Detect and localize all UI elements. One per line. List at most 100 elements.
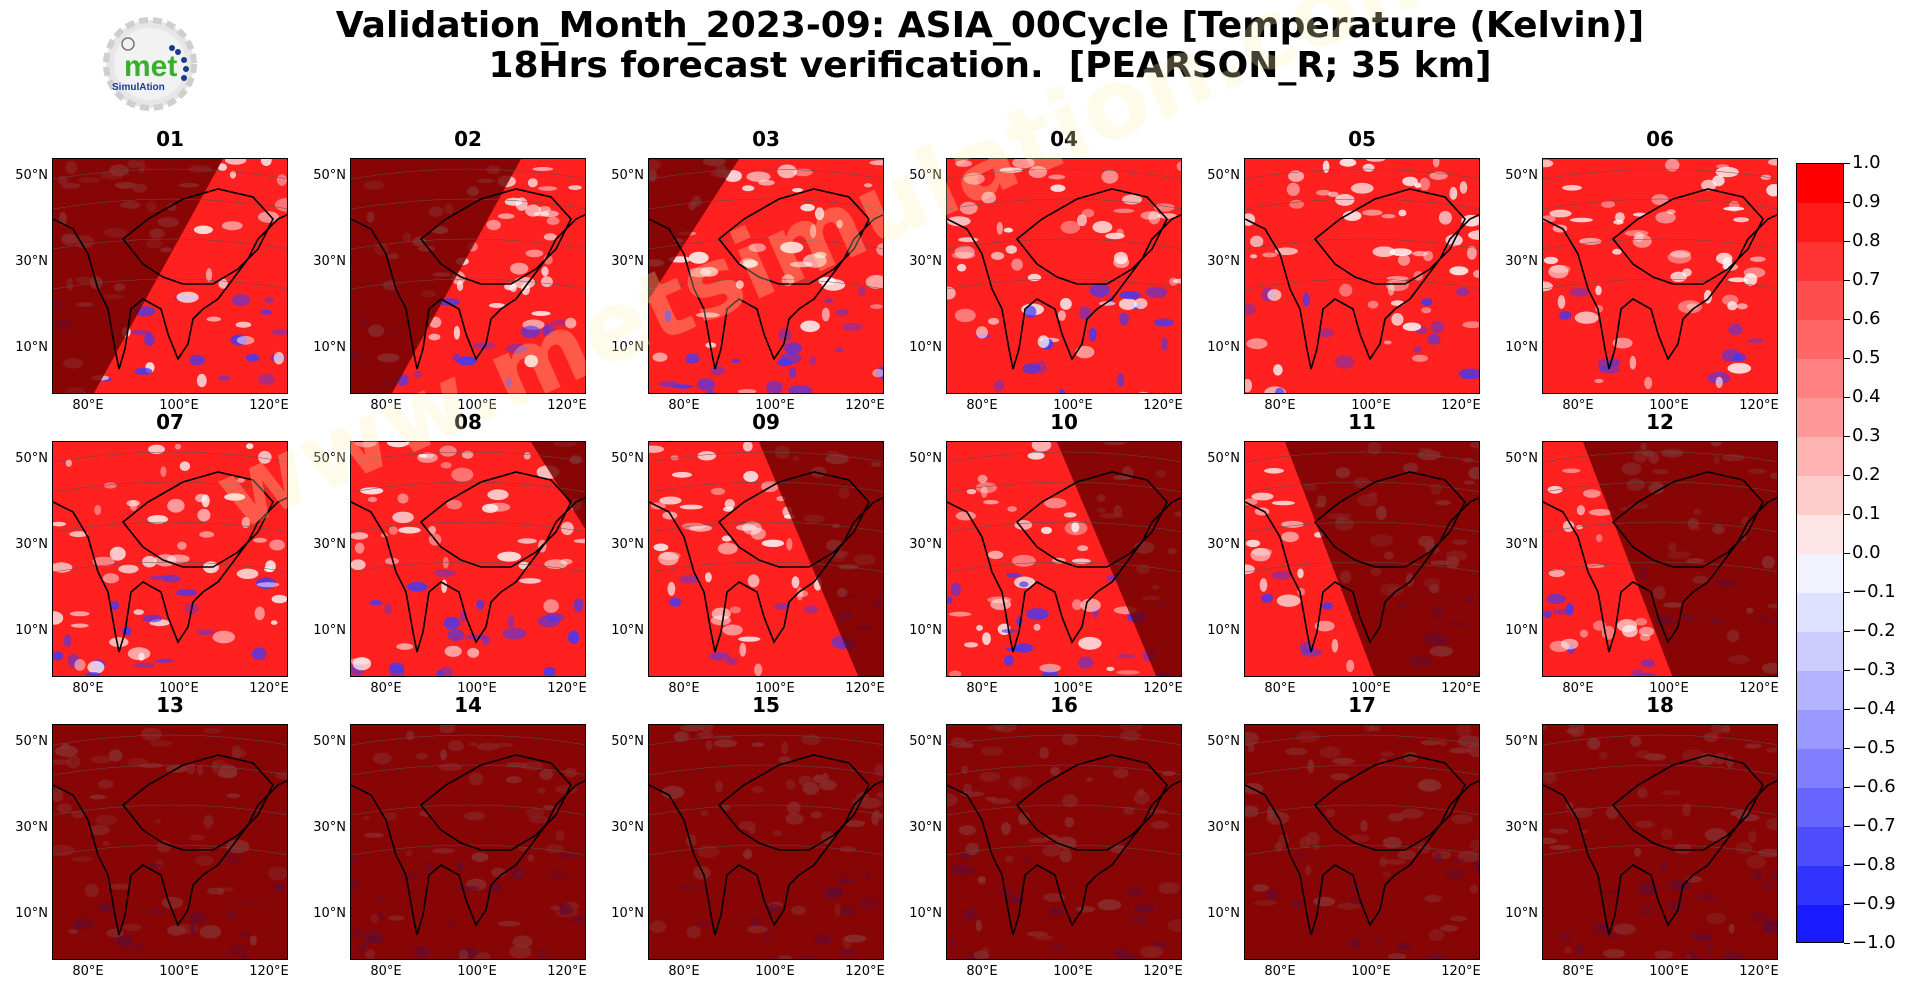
colorbar-segment xyxy=(1797,164,1843,203)
longitude-tick-label: 100°E xyxy=(1649,398,1689,413)
longitude-tick-label: 80°E xyxy=(370,398,402,413)
colorbar-tick-label: 1.0 xyxy=(1852,152,1881,173)
colorbar-tick xyxy=(1844,202,1850,203)
panel-title: 01 xyxy=(156,127,184,151)
longitude-tick-label: 80°E xyxy=(966,398,998,413)
colorbar-tick-label: 0.9 xyxy=(1852,191,1881,212)
longitude-tick-label: 120°E xyxy=(1143,681,1183,696)
colorbar-tick-label: 0.5 xyxy=(1852,347,1881,368)
colorbar-segment xyxy=(1797,632,1843,671)
longitude-tick-label: 80°E xyxy=(1264,681,1296,696)
latitude-tick-label: 50°N xyxy=(611,451,644,466)
colorbar-tick xyxy=(1844,514,1850,515)
latitude-tick-label: 30°N xyxy=(15,254,48,269)
colorbar-tick-label: −0.6 xyxy=(1852,776,1896,797)
longitude-tick-label: 100°E xyxy=(457,964,497,979)
longitude-tick-label: 100°E xyxy=(159,681,199,696)
latitude-tick-label: 30°N xyxy=(15,537,48,552)
correlation-map xyxy=(52,441,288,677)
latitude-tick-label: 50°N xyxy=(909,168,942,183)
colorbar xyxy=(1796,163,1844,943)
panel-title: 12 xyxy=(1646,410,1674,434)
longitude-tick-label: 100°E xyxy=(1351,681,1391,696)
correlation-map xyxy=(1542,158,1778,394)
longitude-tick-label: 80°E xyxy=(668,681,700,696)
colorbar-tick xyxy=(1844,280,1850,281)
latitude-tick-label: 30°N xyxy=(1207,537,1240,552)
longitude-tick-label: 80°E xyxy=(668,964,700,979)
latitude-tick-label: 50°N xyxy=(611,168,644,183)
colorbar-tick xyxy=(1844,358,1850,359)
colorbar-tick xyxy=(1844,436,1850,437)
longitude-tick-label: 120°E xyxy=(845,681,885,696)
latitude-tick-label: 30°N xyxy=(611,254,644,269)
latitude-tick-label: 50°N xyxy=(611,734,644,749)
correlation-map xyxy=(350,158,586,394)
title-line-1: Validation_Month_2023-09: ASIA_00Cycle [… xyxy=(335,5,1645,46)
longitude-tick-label: 80°E xyxy=(72,398,104,413)
correlation-map xyxy=(946,441,1182,677)
colorbar-segment xyxy=(1797,281,1843,320)
colorbar-tick-label: 0.7 xyxy=(1852,269,1881,290)
colorbar-segment xyxy=(1797,749,1843,788)
latitude-tick-label: 10°N xyxy=(1207,340,1240,355)
colorbar-tick-label: −0.7 xyxy=(1852,815,1896,836)
correlation-map xyxy=(648,441,884,677)
longitude-tick-label: 120°E xyxy=(845,398,885,413)
longitude-tick-label: 80°E xyxy=(966,681,998,696)
longitude-tick-label: 120°E xyxy=(1441,964,1481,979)
longitude-tick-label: 100°E xyxy=(1649,681,1689,696)
panel-title: 11 xyxy=(1348,410,1376,434)
colorbar-tick-label: 0.1 xyxy=(1852,503,1881,524)
colorbar-tick xyxy=(1844,709,1850,710)
colorbar-tick xyxy=(1844,865,1850,866)
longitude-tick-label: 120°E xyxy=(1143,964,1183,979)
latitude-tick-label: 10°N xyxy=(1505,340,1538,355)
latitude-tick-label: 50°N xyxy=(15,734,48,749)
longitude-tick-label: 100°E xyxy=(1351,398,1391,413)
latitude-tick-label: 30°N xyxy=(1207,254,1240,269)
latitude-tick-label: 50°N xyxy=(15,451,48,466)
colorbar-segment xyxy=(1797,515,1843,554)
title-line-2: 18Hrs forecast verification. [PEARSON_R;… xyxy=(488,45,1492,86)
colorbar-segment xyxy=(1797,710,1843,749)
colorbar-tick-label: −0.2 xyxy=(1852,620,1896,641)
panel-title: 17 xyxy=(1348,693,1376,717)
panel-title: 03 xyxy=(752,127,780,151)
panel-title: 08 xyxy=(454,410,482,434)
met-simulation-logo: met SimulAtion xyxy=(98,12,202,116)
longitude-tick-label: 120°E xyxy=(1739,398,1779,413)
colorbar-segment xyxy=(1797,242,1843,281)
colorbar-tick xyxy=(1844,475,1850,476)
longitude-tick-label: 80°E xyxy=(668,398,700,413)
colorbar-segment xyxy=(1797,866,1843,905)
latitude-tick-label: 30°N xyxy=(313,254,346,269)
panel-title: 18 xyxy=(1646,693,1674,717)
latitude-tick-label: 50°N xyxy=(313,734,346,749)
longitude-tick-label: 80°E xyxy=(370,681,402,696)
latitude-tick-label: 10°N xyxy=(15,340,48,355)
latitude-tick-label: 50°N xyxy=(1505,734,1538,749)
longitude-tick-label: 80°E xyxy=(370,964,402,979)
longitude-tick-label: 120°E xyxy=(1441,398,1481,413)
colorbar-segment xyxy=(1797,476,1843,515)
latitude-tick-label: 50°N xyxy=(313,451,346,466)
latitude-tick-label: 30°N xyxy=(1207,820,1240,835)
latitude-tick-label: 30°N xyxy=(909,820,942,835)
latitude-tick-label: 30°N xyxy=(909,537,942,552)
latitude-tick-label: 50°N xyxy=(313,168,346,183)
longitude-tick-label: 80°E xyxy=(966,964,998,979)
longitude-tick-label: 100°E xyxy=(457,398,497,413)
longitude-tick-label: 100°E xyxy=(457,681,497,696)
svg-text:met: met xyxy=(124,50,177,83)
latitude-tick-label: 30°N xyxy=(611,537,644,552)
correlation-map xyxy=(648,724,884,960)
panel-title: 05 xyxy=(1348,127,1376,151)
latitude-tick-label: 50°N xyxy=(1505,451,1538,466)
colorbar-tick xyxy=(1844,163,1850,164)
panel-title: 02 xyxy=(454,127,482,151)
colorbar-tick xyxy=(1844,748,1850,749)
colorbar-tick xyxy=(1844,319,1850,320)
latitude-tick-label: 10°N xyxy=(1207,623,1240,638)
correlation-map xyxy=(350,724,586,960)
